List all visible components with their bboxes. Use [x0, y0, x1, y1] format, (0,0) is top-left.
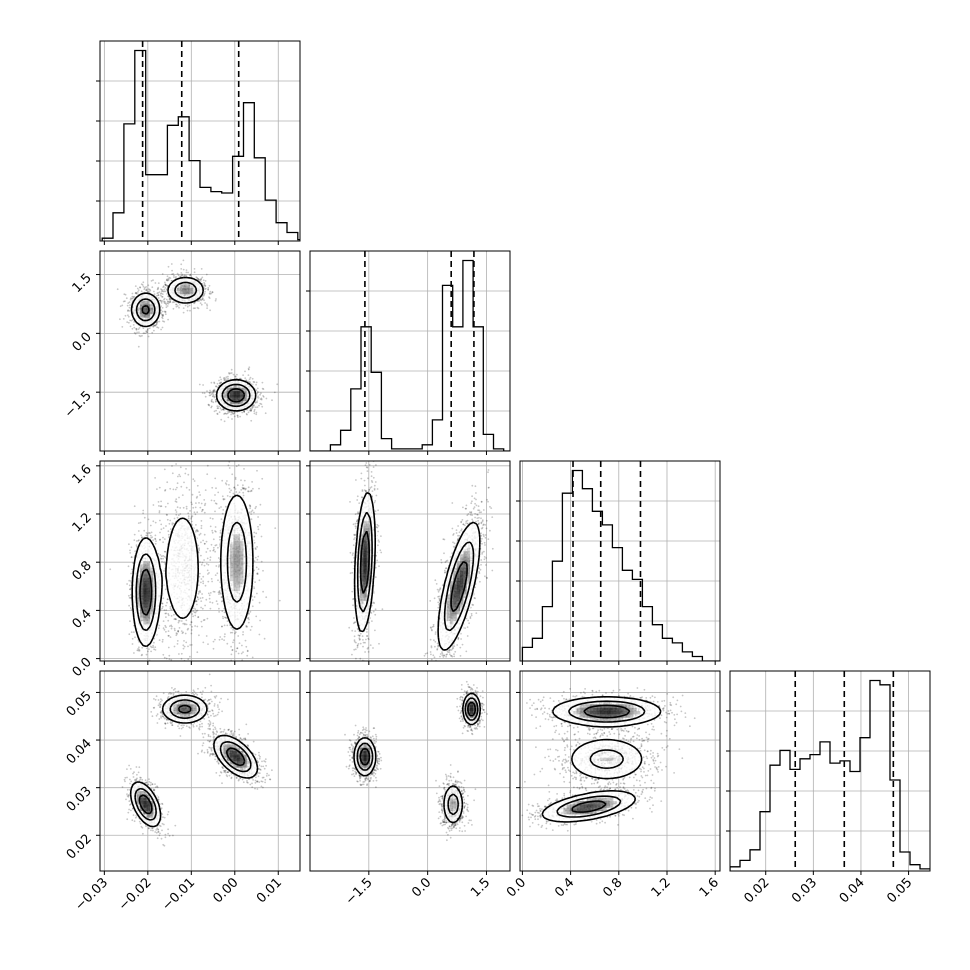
y-tick-label: −1.5: [62, 388, 95, 421]
x-tick-label: −0.02: [116, 875, 155, 914]
x-tick-label: 1.6: [697, 875, 722, 900]
panel-1-0: −1.5 0.0 1.5: [62, 250, 301, 455]
axes-frame: [99, 40, 301, 242]
panel-3-3: 0.02 0.03 0.04 0.05: [726, 670, 931, 906]
y-tick-label: 1.5: [70, 271, 95, 296]
panel-1-1: [306, 250, 511, 455]
y-tick-label: 0.04: [64, 736, 95, 767]
contour-1: [135, 281, 251, 408]
contour-2: [359, 530, 468, 613]
density-shading: [130, 694, 257, 828]
x-tick-label: 0.00: [211, 875, 242, 906]
panel-2-0: 0.0 0.4 0.8 1.2 1.6: [70, 460, 301, 680]
density-shading: [130, 277, 257, 412]
y-tick-label: 0.0: [70, 330, 95, 355]
contour-1: [135, 521, 248, 632]
contour-1: [356, 511, 475, 632]
density-shading: [543, 697, 661, 822]
contour-1: [134, 699, 252, 821]
axes-frame: [99, 670, 301, 872]
panel-2-1: [306, 460, 511, 665]
y-tick-label: 1.2: [70, 510, 95, 535]
y-tick-label: 0.05: [64, 689, 95, 720]
histogram-p1: [310, 259, 510, 451]
histogram-p3: [730, 679, 930, 871]
contour-1: [356, 697, 479, 816]
y-tick-label: 0.03: [64, 784, 95, 815]
contour-1: [556, 700, 646, 818]
x-tick-label: 0.4: [552, 875, 577, 900]
axes-frame: [519, 670, 721, 872]
x-tick-label: 0.01: [254, 875, 285, 906]
contour-0: [130, 276, 257, 412]
x-tick-label: 0.04: [837, 875, 868, 906]
axes-frame: [519, 460, 721, 662]
contour-0: [541, 696, 662, 823]
y-tick-label: 0.02: [64, 832, 95, 863]
panel-0-0: [96, 40, 301, 245]
y-tick-label: 0.8: [70, 558, 95, 583]
axes-frame: [309, 460, 511, 662]
histogram-p0: [101, 49, 300, 241]
panel-3-1: −1.5 0.0 1.5: [306, 670, 511, 908]
contour-0: [353, 491, 481, 651]
y-tick-label: 0.0: [70, 655, 95, 680]
x-tick-label: −0.01: [159, 875, 198, 914]
x-tick-label: 0.8: [600, 875, 625, 900]
x-tick-label: 1.5: [468, 875, 493, 900]
contour-0: [353, 692, 481, 824]
axes-frame: [309, 670, 511, 872]
contour-2: [139, 568, 153, 616]
contour-0: [129, 694, 259, 828]
contour-2: [141, 304, 246, 403]
contour-2: [359, 701, 476, 766]
y-tick-label: 0.4: [70, 607, 95, 632]
x-tick-label: 0.0: [409, 875, 434, 900]
panel-3-2: 0.0 0.4 0.8 1.2 1.6: [504, 670, 722, 900]
contour-2: [571, 704, 631, 813]
panel-2-2: [516, 460, 721, 665]
contour-0: [131, 494, 254, 648]
axes-frame: [309, 250, 511, 452]
x-tick-label: 0.03: [789, 875, 820, 906]
x-tick-label: −1.5: [343, 875, 376, 908]
x-tick-label: 1.2: [649, 875, 674, 900]
x-tick-label: 0.0: [504, 875, 529, 900]
x-tick-label: 0.05: [884, 875, 915, 906]
y-tick-label: 1.6: [70, 462, 95, 487]
x-tick-label: −0.03: [72, 875, 111, 914]
axes-frame: [729, 670, 931, 872]
contour-2: [138, 704, 246, 815]
axes-frame: [99, 460, 301, 662]
panel-3-0: −0.03 −0.02 −0.01 0.00 0.01 0.02 0.03 0.04 0.05: [64, 670, 301, 914]
axes-frame: [99, 250, 301, 452]
x-tick-label: 0.02: [741, 875, 772, 906]
histogram-p2: [521, 469, 720, 661]
